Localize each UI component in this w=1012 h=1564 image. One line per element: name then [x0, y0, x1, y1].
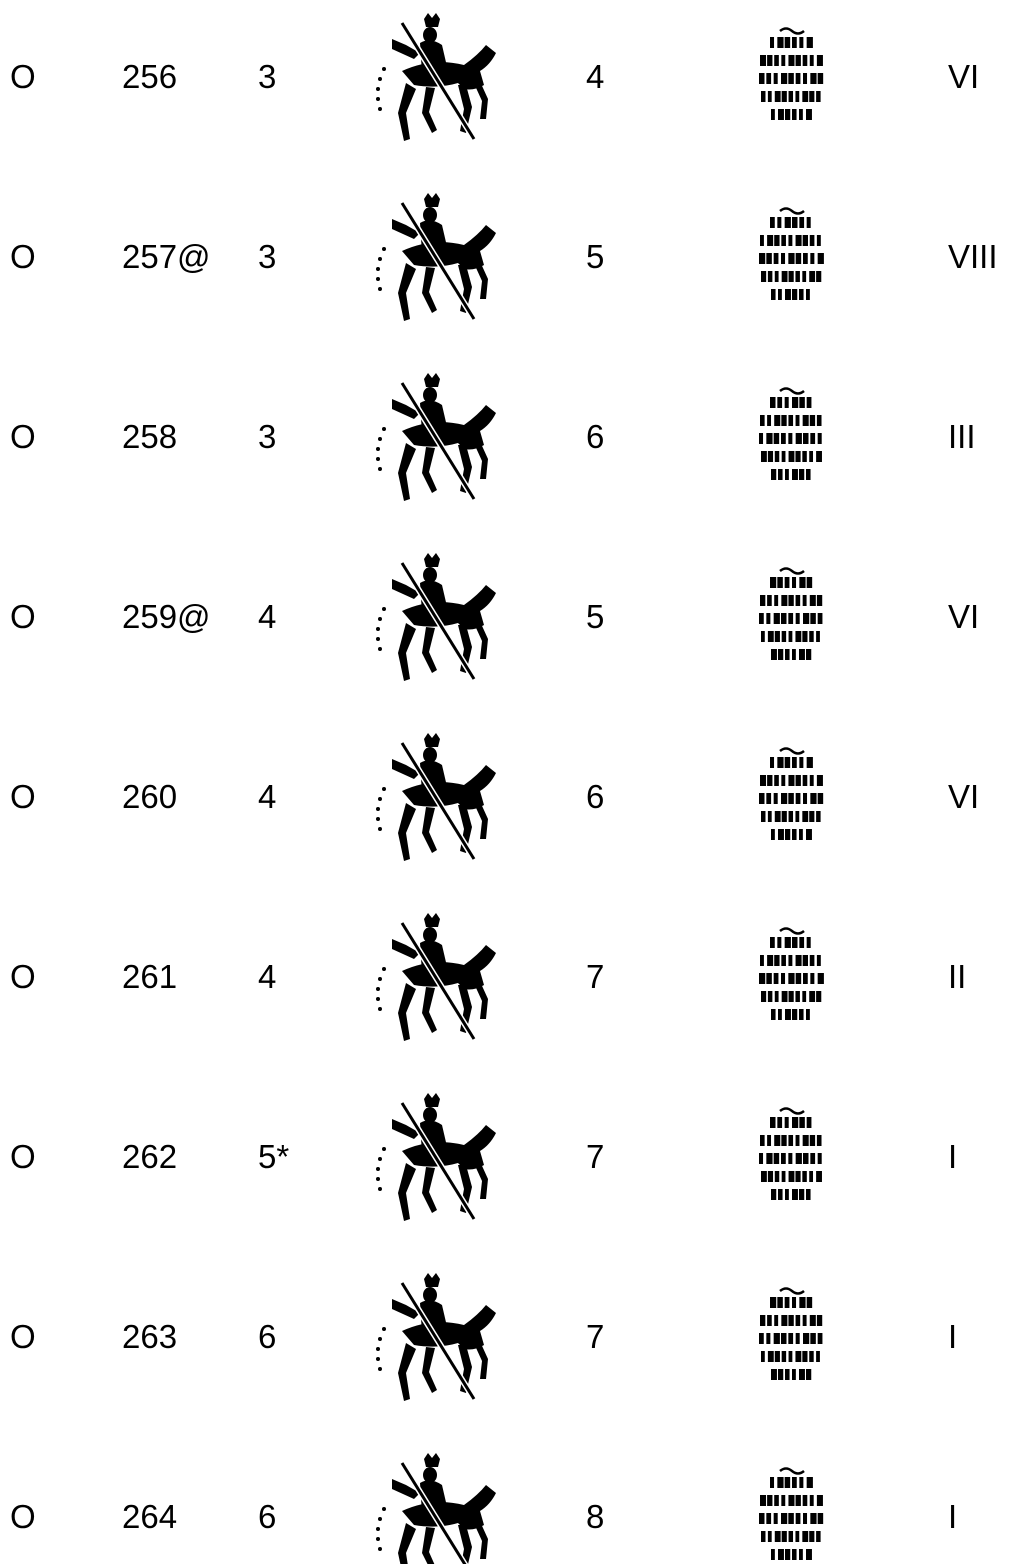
reverse-type: 4	[586, 58, 605, 95]
rarity: I	[948, 1498, 958, 1535]
reverse-image	[759, 927, 824, 1020]
obverse-type: 5*	[258, 1138, 290, 1175]
obverse-image	[362, 1089, 502, 1229]
rarity: II	[948, 958, 967, 995]
rarity: I	[948, 1138, 958, 1175]
coin-number: 258	[122, 418, 178, 455]
reverse-type: 5	[586, 238, 605, 275]
rarity: VI	[948, 778, 980, 815]
obverse-type: 4	[258, 958, 277, 995]
obverse-type: 4	[258, 598, 277, 635]
coin-number: 261	[122, 958, 178, 995]
reverse-image	[759, 1107, 822, 1200]
obverse-type: 3	[258, 418, 277, 455]
coin-number: 263	[122, 1318, 178, 1355]
reverse-type: 6	[586, 418, 605, 455]
obverse-type: 3	[258, 238, 277, 275]
rarity: I	[948, 1318, 958, 1355]
reverse-type: 7	[586, 1318, 605, 1355]
reverse-image	[759, 27, 824, 120]
reverse-image	[759, 1467, 824, 1560]
reverse-type: 6	[586, 778, 605, 815]
obverse-image	[362, 729, 502, 869]
obverse-image	[362, 1269, 502, 1409]
obverse-image	[362, 1449, 502, 1564]
obverse-image	[362, 909, 502, 1049]
coin-number: 262	[122, 1138, 178, 1175]
prefix: O	[10, 238, 36, 275]
obverse-type: 4	[258, 778, 277, 815]
reverse-image	[759, 207, 824, 300]
reverse-type: 5	[586, 598, 605, 635]
obverse-type: 6	[258, 1318, 277, 1355]
obverse-image	[362, 9, 502, 149]
rarity: VI	[948, 58, 980, 95]
prefix: O	[10, 778, 36, 815]
reverse-type: 7	[586, 958, 605, 995]
obverse-type: 3	[258, 58, 277, 95]
obverse-image	[362, 549, 502, 689]
reverse-image	[759, 1287, 823, 1380]
prefix: O	[10, 598, 36, 635]
obverse-image	[362, 369, 502, 509]
rarity: III	[948, 418, 976, 455]
reverse-image	[759, 747, 824, 840]
rarity: VIII	[948, 238, 998, 275]
prefix: O	[10, 58, 36, 95]
prefix: O	[10, 1138, 36, 1175]
coin-number: 257@	[122, 238, 211, 275]
reverse-image	[759, 387, 822, 480]
coin-number: 256	[122, 58, 178, 95]
reverse-image	[759, 567, 823, 660]
reverse-type: 8	[586, 1498, 605, 1535]
obverse-image	[362, 189, 502, 329]
obverse-type: 6	[258, 1498, 277, 1535]
coin-number: 264	[122, 1498, 178, 1535]
rarity: VI	[948, 598, 980, 635]
coin-number: 260	[122, 778, 178, 815]
prefix: O	[10, 1318, 36, 1355]
reverse-type: 7	[586, 1138, 605, 1175]
prefix: O	[10, 1498, 36, 1535]
coin-number: 259@	[122, 598, 211, 635]
prefix: O	[10, 418, 36, 455]
prefix: O	[10, 958, 36, 995]
